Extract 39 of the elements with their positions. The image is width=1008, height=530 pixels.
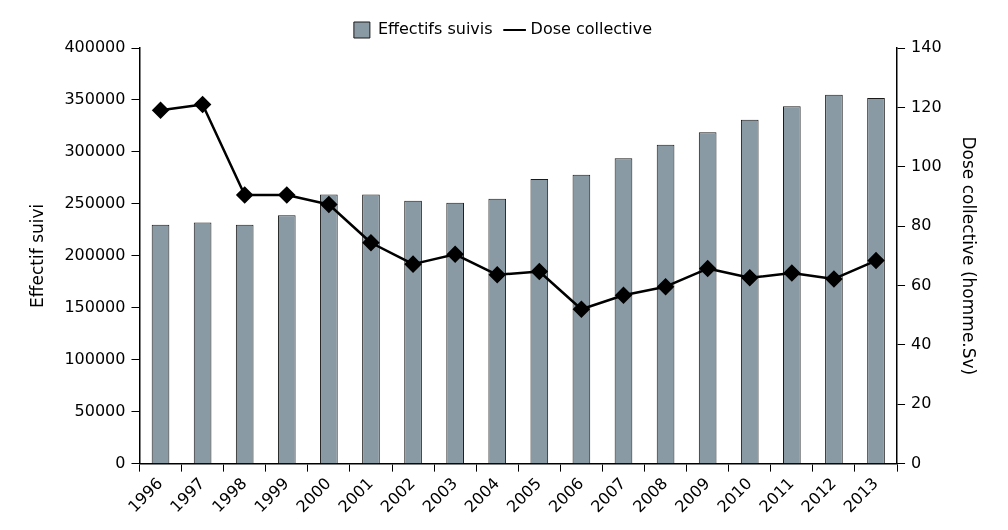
legend-label: Dose collective [530,19,653,39]
y2-tick-label: 60 [911,274,932,294]
y2-tick-label: 0 [911,452,922,472]
point [573,301,590,318]
y-tick-label: 350000 [64,89,126,109]
point [194,96,211,113]
y-axis-title: Effectif suivi [26,203,47,308]
point [531,263,548,280]
point [446,246,464,263]
legend-label: Effectifs suivis [377,19,493,39]
point [741,269,758,287]
y2-axis-title: Dose collective (homme.Sv) [959,136,980,376]
y2-tick-label: 120 [911,96,942,116]
point [783,264,801,282]
point [488,266,506,284]
point [615,287,632,304]
point [236,186,253,204]
point [362,234,380,251]
y-tick-label: 50000 [74,400,126,420]
y2-tick-label: 40 [911,334,932,354]
point [152,102,169,119]
point [320,196,338,213]
y2-tick-label: 140 [911,37,942,57]
y-tick-label: 400000 [64,37,126,57]
point [699,260,716,277]
y-tick-label: 150000 [64,296,126,316]
point [657,278,674,295]
y-tick-label: 200000 [64,244,126,264]
point [825,270,843,288]
y2-tick-label: 100 [911,155,942,175]
point [404,255,422,273]
point [867,252,885,269]
y-tick-label: 300000 [64,141,126,161]
point [278,186,296,204]
y-tick-label: 100000 [64,348,126,368]
y-tick-label: 0 [115,452,126,472]
y2-tick-label: 80 [911,215,932,235]
y-tick-label: 250000 [64,193,126,213]
y2-tick-label: 20 [911,393,932,413]
